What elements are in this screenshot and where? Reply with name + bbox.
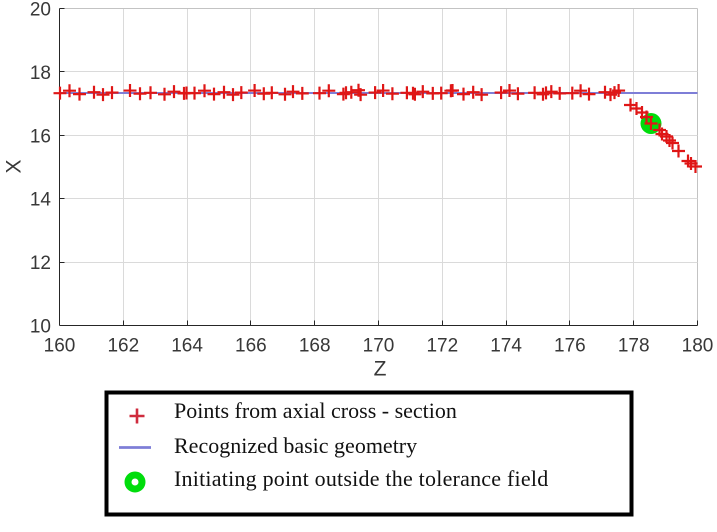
svg-text:164: 164	[171, 336, 203, 357]
svg-text:X: X	[3, 159, 26, 173]
svg-text:12: 12	[30, 253, 51, 274]
svg-text:18: 18	[30, 63, 51, 84]
svg-text:Initiating point outside the t: Initiating point outside the tolerance f…	[174, 466, 548, 491]
svg-text:172: 172	[426, 336, 458, 357]
svg-text:166: 166	[235, 336, 267, 357]
svg-text:Recognized basic geometry: Recognized basic geometry	[174, 433, 417, 458]
svg-text:178: 178	[618, 336, 650, 357]
svg-text:176: 176	[554, 336, 586, 357]
svg-text:160: 160	[44, 336, 76, 357]
svg-text:Z: Z	[374, 358, 387, 381]
svg-text:162: 162	[107, 336, 139, 357]
svg-text:14: 14	[30, 190, 52, 211]
svg-text:170: 170	[363, 336, 395, 357]
svg-text:10: 10	[30, 317, 51, 338]
svg-text:Points from axial cross - sect: Points from axial cross - section	[174, 398, 457, 423]
svg-text:20: 20	[30, 0, 51, 21]
svg-text:168: 168	[299, 336, 331, 357]
svg-text:180: 180	[682, 336, 714, 357]
svg-text:174: 174	[490, 336, 522, 357]
svg-text:16: 16	[30, 126, 51, 147]
